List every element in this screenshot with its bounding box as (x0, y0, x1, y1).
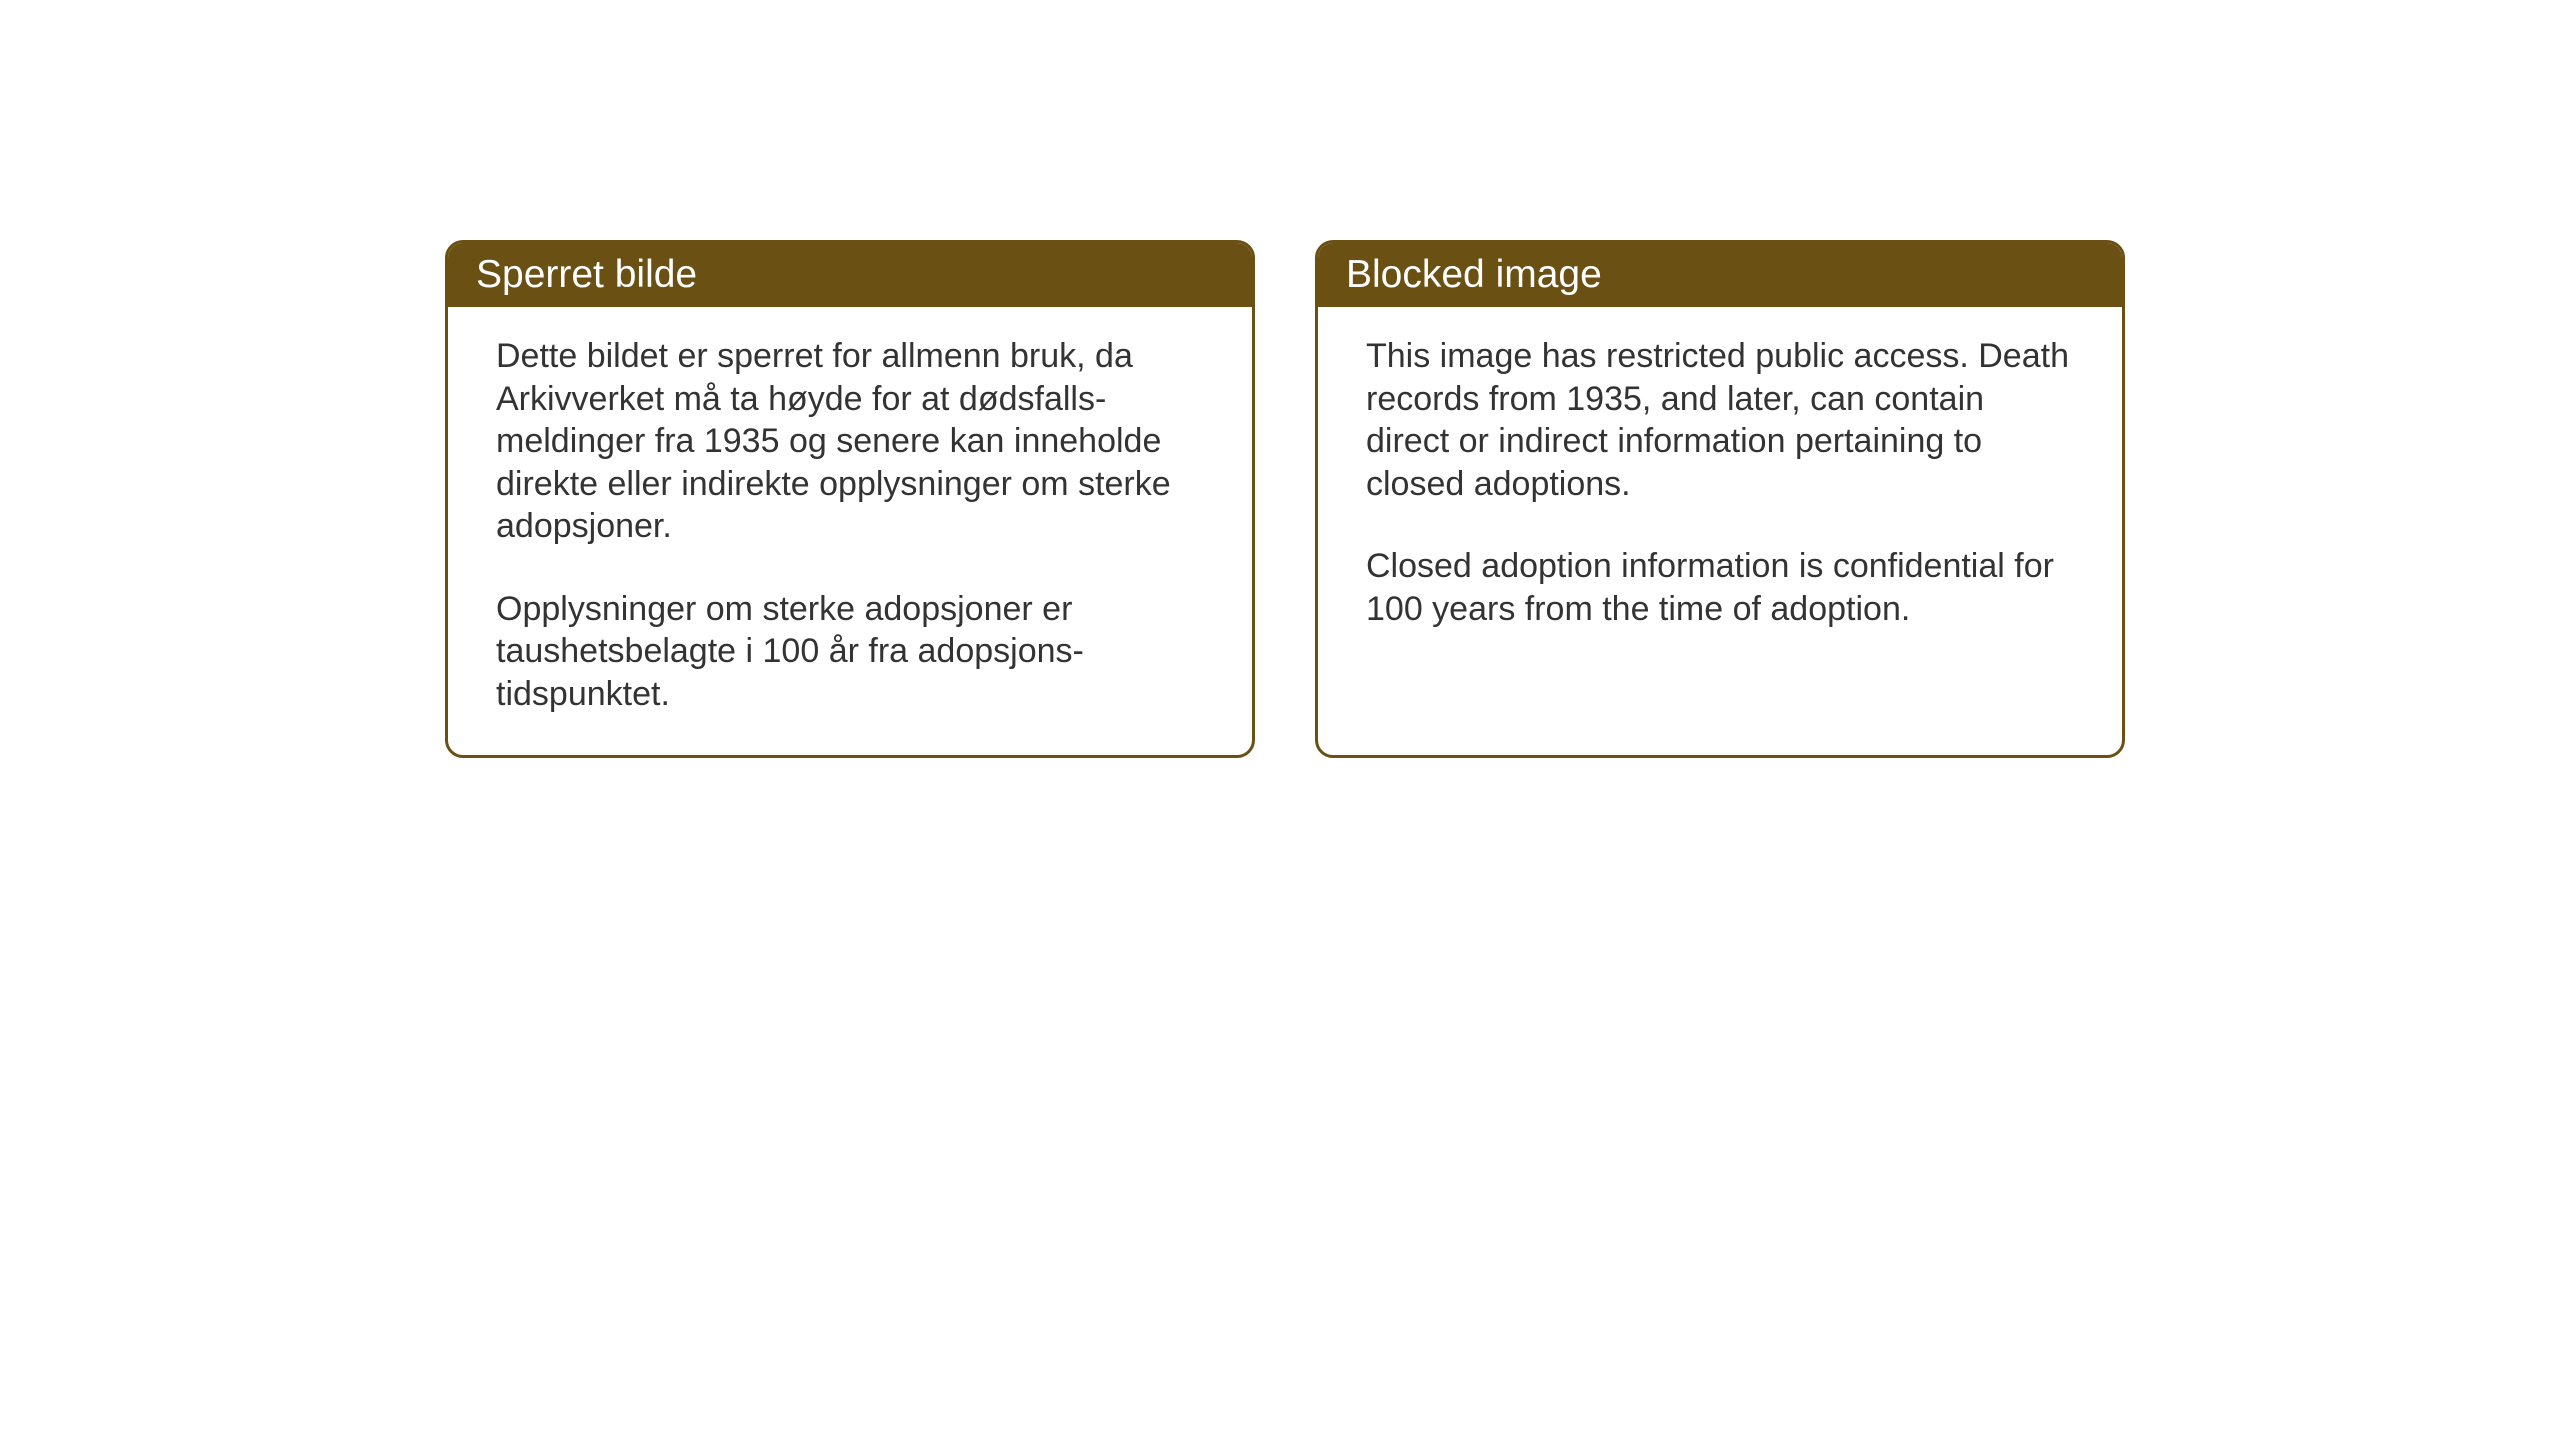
notice-card-english: Blocked image This image has restricted … (1315, 240, 2125, 758)
notice-header-norwegian: Sperret bilde (448, 243, 1252, 307)
notice-paragraph-1-norwegian: Dette bildet er sperret for allmenn bruk… (496, 335, 1204, 548)
notice-paragraph-1-english: This image has restricted public access.… (1366, 335, 2074, 505)
notice-container: Sperret bilde Dette bildet er sperret fo… (445, 240, 2125, 758)
notice-paragraph-2-english: Closed adoption information is confident… (1366, 545, 2074, 630)
notice-paragraph-2-norwegian: Opplysninger om sterke adopsjoner er tau… (496, 588, 1204, 716)
notice-header-english: Blocked image (1318, 243, 2122, 307)
notice-title-english: Blocked image (1346, 253, 1602, 296)
notice-body-norwegian: Dette bildet er sperret for allmenn bruk… (448, 307, 1252, 755)
notice-card-norwegian: Sperret bilde Dette bildet er sperret fo… (445, 240, 1255, 758)
notice-body-english: This image has restricted public access.… (1318, 307, 2122, 747)
notice-title-norwegian: Sperret bilde (476, 253, 697, 296)
